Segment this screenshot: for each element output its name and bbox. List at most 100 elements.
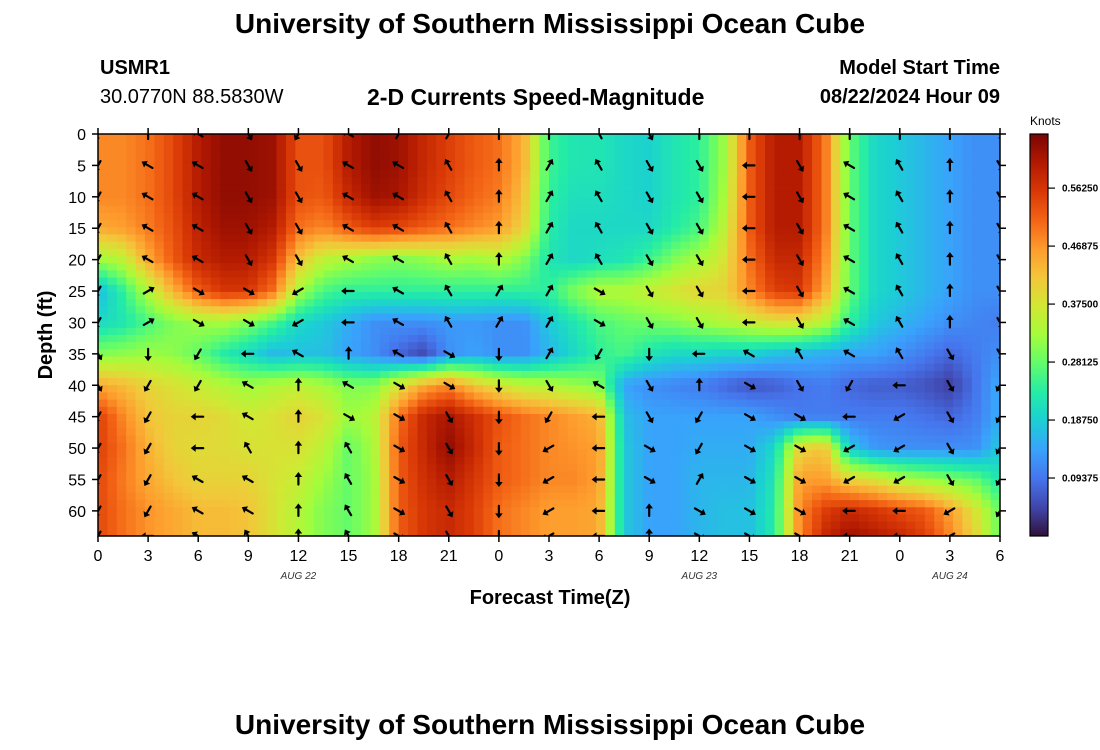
heatmap-cell — [877, 227, 888, 236]
heatmap-cell — [953, 148, 964, 157]
heatmap-cell — [464, 148, 475, 157]
heatmap-cell — [943, 205, 954, 214]
heatmap-cell — [971, 284, 982, 293]
heatmap-cell — [445, 392, 456, 401]
heatmap-cell — [765, 277, 776, 286]
heatmap-cell — [549, 227, 559, 236]
heatmap-cell — [154, 378, 165, 386]
heatmap-cell — [605, 406, 616, 415]
heatmap-cell — [182, 306, 193, 315]
heatmap-cell — [981, 184, 992, 193]
heatmap-cell — [924, 413, 935, 422]
heatmap-cell — [154, 413, 165, 422]
heatmap-cell — [774, 500, 785, 508]
heatmap-cell — [633, 349, 644, 358]
heatmap-cell — [990, 155, 1000, 164]
heatmap-cell — [605, 141, 616, 149]
heatmap-cell — [191, 270, 202, 279]
heatmap-cell — [793, 134, 804, 142]
heatmap-cell — [680, 449, 691, 458]
heatmap-cell — [943, 227, 954, 236]
heatmap-cell — [671, 478, 682, 487]
heatmap-cell — [530, 356, 541, 365]
heatmap-cell — [285, 342, 296, 350]
heatmap-cell — [699, 471, 710, 480]
heatmap-cell — [812, 349, 823, 358]
heatmap-cell — [191, 464, 202, 472]
heatmap-cell — [436, 169, 447, 178]
heatmap-cell — [708, 500, 719, 508]
heatmap-cell — [520, 327, 531, 336]
heatmap-cell — [887, 471, 898, 480]
heatmap-cell — [859, 277, 870, 286]
heatmap-cell — [144, 299, 155, 307]
heatmap-cell — [915, 306, 926, 315]
heatmap-cell — [332, 205, 343, 214]
heatmap-cell — [727, 134, 738, 142]
heatmap-cell — [614, 227, 625, 236]
heatmap-cell — [530, 191, 541, 200]
heatmap-cell — [455, 227, 466, 236]
heatmap-cell — [708, 248, 719, 257]
heatmap-cell — [661, 184, 672, 193]
heatmap-cell — [332, 327, 343, 336]
heatmap-cell — [135, 169, 146, 178]
heatmap-cell — [229, 413, 240, 422]
heatmap-cell — [520, 134, 531, 142]
heatmap-cell — [257, 148, 268, 157]
heatmap-cell — [342, 313, 353, 322]
heatmap-cell — [511, 449, 522, 458]
heatmap-cell — [163, 155, 174, 164]
heatmap-cell — [718, 500, 729, 508]
heatmap-cell — [173, 478, 184, 487]
heatmap-cell — [220, 198, 231, 207]
heatmap-cell — [135, 177, 146, 185]
heatmap-cell — [210, 485, 221, 494]
heatmap-cell — [276, 385, 287, 394]
heatmap-cell — [887, 148, 898, 157]
heatmap-cell — [802, 220, 813, 228]
heatmap-cell — [802, 413, 813, 422]
heatmap-cell — [755, 370, 766, 379]
heatmap-cell — [990, 464, 1000, 472]
heatmap-cell — [304, 335, 315, 343]
heatmap-cell — [285, 141, 296, 149]
heatmap-cell — [821, 212, 832, 221]
heatmap-cell — [877, 299, 888, 307]
heatmap-cell — [793, 248, 804, 257]
heatmap-cell — [126, 342, 137, 350]
heatmap-cell — [830, 205, 841, 214]
heatmap-cell — [887, 220, 898, 228]
heatmap-cell — [323, 155, 334, 164]
heatmap-cell — [342, 464, 353, 472]
heatmap-cell — [126, 220, 137, 228]
heatmap-cell — [267, 141, 278, 149]
heatmap-cell — [840, 155, 851, 164]
heatmap-cell — [915, 392, 926, 401]
heatmap-cell — [943, 191, 954, 200]
heatmap-cell — [107, 284, 118, 293]
heatmap-cell — [868, 291, 879, 300]
heatmap-cell — [107, 256, 118, 264]
heatmap-cell — [906, 378, 917, 386]
heatmap-cell — [126, 356, 137, 365]
heatmap-cell — [868, 349, 879, 358]
heatmap-cell — [520, 205, 531, 214]
heatmap-cell — [624, 464, 635, 472]
heatmap-cell — [680, 299, 691, 307]
heatmap-cell — [859, 492, 870, 501]
heatmap-cell — [783, 155, 794, 164]
heatmap-cell — [915, 134, 926, 142]
heatmap-cell — [144, 241, 155, 250]
heatmap-cell — [304, 162, 315, 171]
heatmap-cell — [511, 134, 522, 142]
heatmap-cell — [323, 256, 334, 264]
heatmap-cell — [943, 335, 954, 343]
heatmap-cell — [849, 220, 860, 228]
heatmap-cell — [661, 177, 672, 185]
heatmap-cell — [981, 478, 992, 487]
heatmap-cell — [736, 378, 747, 386]
heatmap-cell — [257, 220, 268, 228]
heatmap-cell — [934, 363, 945, 372]
heatmap-cell — [520, 220, 531, 228]
